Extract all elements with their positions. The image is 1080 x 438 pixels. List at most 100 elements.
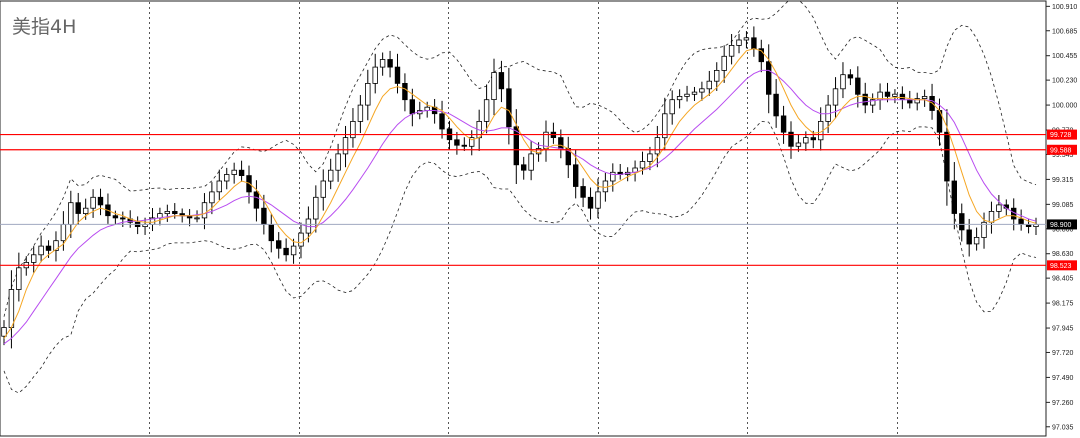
candle-body [357, 104, 364, 122]
candle-body [60, 223, 67, 242]
candle-body [959, 213, 965, 231]
candle-body [847, 74, 854, 79]
y-tick-label: 98.860 [1052, 226, 1074, 233]
candle-body [1018, 218, 1024, 225]
y-tick-label: 98.630 [1052, 251, 1074, 258]
candle-body [654, 137, 661, 155]
candle-body [758, 48, 764, 63]
candle-body [283, 247, 289, 256]
candle-body [602, 180, 609, 193]
candle-body [335, 153, 341, 171]
candle-body [788, 131, 794, 147]
y-tick-label: 97.945 [1052, 326, 1074, 333]
candle-body [201, 202, 208, 219]
candle-body [884, 91, 891, 97]
candle-body [966, 229, 972, 245]
candle-body [996, 204, 1002, 212]
candle-body [409, 99, 415, 115]
level-tag [1047, 144, 1077, 155]
candle-body [773, 93, 779, 117]
candle-body [981, 221, 987, 238]
candle-body [751, 37, 757, 50]
candle-body [75, 202, 81, 214]
candle-body [402, 83, 408, 101]
y-tick-label: 97.035 [1052, 424, 1074, 431]
candle-body [16, 267, 22, 290]
candle-body [290, 245, 297, 256]
candle-body [313, 196, 319, 220]
candle-body [253, 191, 260, 209]
candle-body [870, 99, 876, 106]
candle-body [1, 327, 7, 337]
candle-body [914, 98, 920, 104]
candle-body [714, 70, 720, 82]
candle-body [194, 217, 200, 220]
chart-symbol-title: 美指4H [12, 16, 77, 38]
candle-body [855, 77, 861, 95]
current-price-tag [1047, 219, 1077, 230]
candle-body [691, 91, 698, 95]
candle-body [899, 93, 906, 100]
candle-body [298, 232, 304, 247]
candle-body [120, 217, 126, 220]
candle-body [387, 59, 393, 68]
candle-body [973, 236, 980, 245]
current-price-label: 98.900 [1050, 222, 1072, 229]
candle-body [506, 88, 512, 128]
candle-body [647, 153, 653, 162]
y-tick-label: 98.405 [1052, 276, 1074, 283]
candle-body [231, 169, 237, 175]
plot-frame [0, 0, 1047, 437]
candle-body [172, 210, 178, 214]
candle-body [164, 210, 170, 214]
candle-body [676, 96, 683, 101]
candle-body [706, 80, 712, 90]
candle-body [372, 66, 378, 84]
y-tick-label: 97.720 [1052, 350, 1074, 357]
y-tick-label: 100.910 [1052, 4, 1077, 11]
candle-body [268, 223, 274, 242]
candle-body [921, 96, 928, 100]
candle-body [45, 245, 52, 251]
ma-slow-line [3, 69, 1037, 345]
candle-body [327, 169, 334, 182]
candle-body [743, 37, 750, 41]
ma-fast-line [3, 48, 1037, 339]
candle-body [350, 121, 356, 139]
candle-body [483, 99, 490, 122]
candle-body [862, 93, 868, 106]
y-tick-label: 98.175 [1052, 301, 1074, 308]
candle-body [342, 137, 349, 155]
candle-body [379, 59, 386, 68]
candle-body [491, 72, 497, 101]
candle-body [832, 88, 839, 106]
level-label: 99.728 [1050, 132, 1072, 139]
candle-body [780, 115, 787, 133]
candle-body [587, 196, 594, 209]
candle-body [684, 93, 690, 97]
candle-body [209, 191, 215, 204]
candle-body [988, 210, 995, 223]
candle-body [468, 137, 475, 147]
candle-body [728, 45, 735, 57]
candle-body [30, 254, 37, 263]
candle-body [558, 137, 564, 149]
level-label: 98.523 [1050, 263, 1072, 270]
candle-body [721, 55, 727, 71]
candle-body [595, 191, 601, 209]
candle-body [216, 180, 222, 193]
candle-body [320, 180, 326, 198]
candle-body [662, 113, 668, 139]
y-tick-label: 99.545 [1052, 152, 1074, 159]
candle-body [68, 202, 74, 225]
bollinger-upper-band [3, 0, 1037, 317]
candle-body [736, 39, 742, 46]
candle-body [580, 186, 586, 198]
candle-body [840, 74, 846, 90]
candle-body [573, 164, 579, 187]
level-tag [1047, 129, 1077, 140]
level-label: 99.588 [1050, 147, 1072, 154]
candle-body [38, 245, 44, 256]
candle-body [699, 88, 705, 93]
candle-body [610, 171, 616, 182]
